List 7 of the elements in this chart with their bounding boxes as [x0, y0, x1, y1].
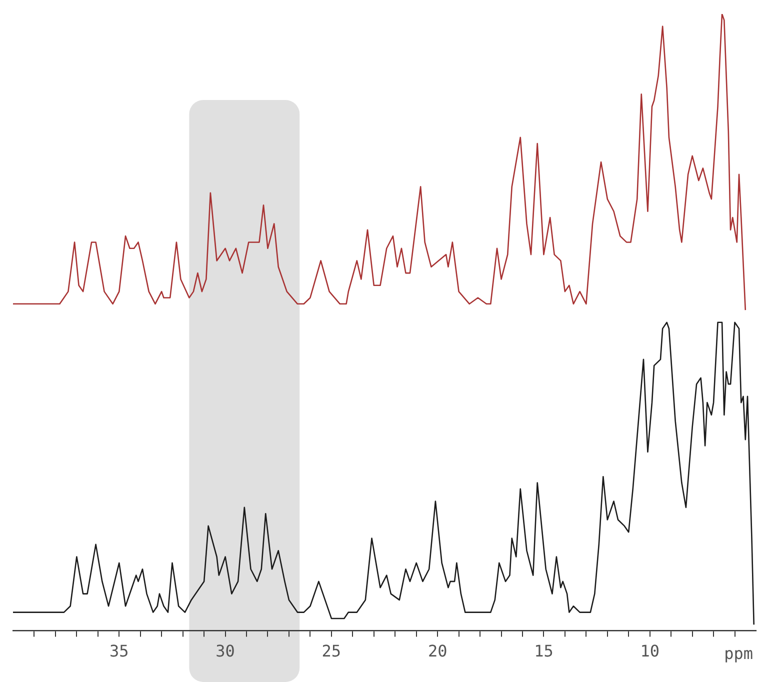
x-tick-label: 20 [428, 642, 448, 661]
x-tick-label: 35 [110, 642, 129, 661]
x-axis-title: ppm [724, 644, 753, 663]
x-tick-label: 30 [216, 642, 235, 661]
x-tick-label: 10 [640, 642, 660, 661]
x-tick-label: 25 [322, 642, 342, 661]
x-tick-label: 15 [534, 642, 554, 661]
